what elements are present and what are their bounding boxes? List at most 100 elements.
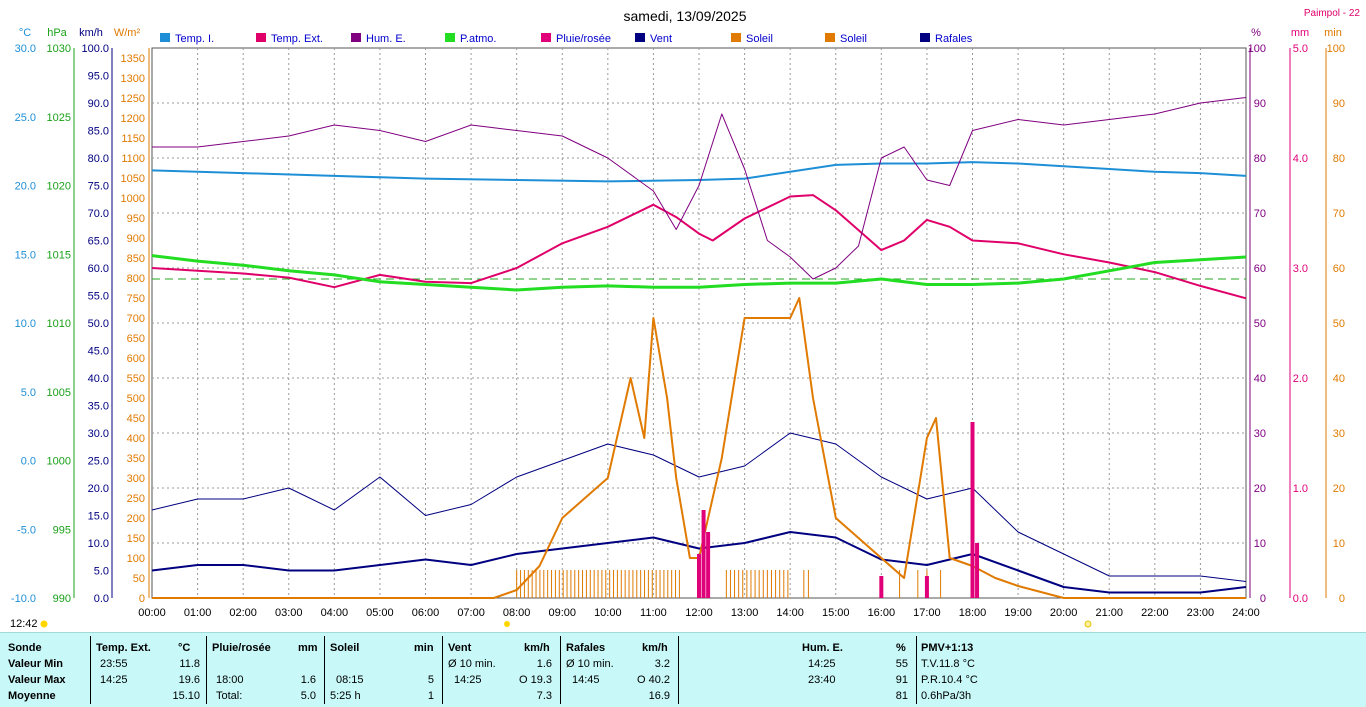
hum-tick-label: 90	[1254, 98, 1266, 110]
temp-tick-label: 15.0	[15, 249, 36, 261]
sunmin-tick-label: 100	[1327, 43, 1345, 55]
press-tick-label: 1015	[47, 249, 71, 261]
wind-max-time: 14:25	[454, 674, 482, 686]
solar-tick-label: 800	[127, 273, 145, 285]
hum-e-line	[152, 97, 1247, 280]
rain-bar	[970, 422, 975, 598]
wind-tick-label: 85.0	[88, 126, 109, 138]
wind-tick-label: 40.0	[88, 373, 109, 385]
legend-item: Temp. Ext.	[256, 33, 323, 45]
wind-tick-label: 90.0	[88, 98, 109, 110]
pmv-head: PMV+1:13	[921, 642, 974, 654]
axes: 30.025.020.015.010.05.00.0-5.0-10.010301…	[11, 43, 1345, 605]
gust-head: Rafales	[566, 642, 606, 654]
hum-axis-unit: %	[1251, 27, 1261, 39]
solar-axis-unit: W/m²	[114, 27, 141, 39]
legend-swatch	[920, 33, 930, 42]
press-tick-label: 1000	[47, 456, 71, 468]
temp-tick-label: 5.0	[21, 387, 36, 399]
wind-tick-label: 55.0	[88, 291, 109, 303]
sunset-icon	[1084, 620, 1092, 628]
sun-max-time: 08:15	[336, 674, 364, 686]
temp-tick-label: 25.0	[15, 112, 36, 124]
sun-column: Soleil min 08:15 5 5:25 h 1	[324, 633, 442, 707]
wind-tick-label: 75.0	[88, 181, 109, 193]
hum-tick-label: 50	[1254, 318, 1266, 330]
solar-tick-label: 250	[127, 493, 145, 505]
legend-label: Soleil	[840, 33, 867, 45]
legend-swatch	[731, 33, 741, 42]
weather-chart: samedi, 13/09/2025 Paimpol - 22 °C hPa k…	[10, 8, 1360, 630]
hum-tick-label: 30	[1254, 428, 1266, 440]
rain-bar	[879, 576, 884, 598]
legend-label: P.atmo.	[460, 33, 497, 45]
hum-tick-label: 100	[1248, 43, 1266, 55]
current-time: 12:42	[10, 618, 38, 630]
rain-total-label: Total:	[216, 690, 243, 702]
legend-item: P.atmo.	[445, 33, 497, 45]
solar-tick-label: 900	[127, 233, 145, 245]
temp-avg-value: 15.10	[172, 690, 200, 702]
gust-min-label: Ø 10 min.	[566, 658, 614, 670]
wind-tick-label: 5.0	[94, 566, 109, 578]
solar-tick-label: 200	[127, 513, 145, 525]
rain-total-value: 5.0	[300, 690, 316, 702]
hum-tick-label: 60	[1254, 263, 1266, 275]
x-tick-label: 17:00	[913, 607, 941, 619]
rain-max-time: 18:00	[216, 674, 244, 686]
label-max: Valeur Max	[8, 674, 66, 686]
legend-label: Soleil	[746, 33, 773, 45]
temp-min-time: 23:55	[100, 658, 128, 670]
legend-item: Soleil	[731, 33, 773, 45]
legend-label: Temp. I.	[175, 33, 214, 45]
rain-column: Pluie/rosée mm 18:00 1.6 Total: 5.0	[206, 633, 324, 707]
x-tick-label: 18:00	[959, 607, 987, 619]
pmv-column: PMV+1:13 T.V.11.8 °C P.R.10.4 °C 0.6hPa/…	[916, 633, 1116, 707]
temp-tick-label: 10.0	[15, 318, 36, 330]
solar-tick-label: 1100	[121, 153, 145, 165]
solar-tick-label: 1000	[121, 193, 145, 205]
wind-tick-label: 60.0	[88, 263, 109, 275]
x-tick-label: 22:00	[1141, 607, 1169, 619]
plot-area	[151, 97, 1247, 599]
x-tick-label: 06:00	[412, 607, 440, 619]
x-tick-label: 09:00	[548, 607, 576, 619]
legend-label: Rafales	[935, 33, 973, 45]
legend-label: Pluie/rosée	[556, 33, 611, 45]
wind-tick-label: 100.0	[81, 43, 109, 55]
rain-tick-label: 5.0	[1293, 43, 1308, 55]
x-tick-label: 12:00	[685, 607, 713, 619]
solar-tick-label: 950	[127, 213, 145, 225]
solar-tick-label: 750	[127, 293, 145, 305]
legend-swatch	[256, 33, 266, 42]
rafales-line	[151, 432, 1247, 582]
solar-tick-label: 300	[127, 473, 145, 485]
solar-tick-label: 1350	[121, 53, 145, 65]
sun-avg-value: 1	[427, 690, 434, 702]
vent-line	[151, 531, 1247, 594]
temp-tick-label: 0.0	[21, 456, 36, 468]
soleil-line	[152, 297, 1246, 599]
sunmin-tick-label: 40	[1333, 373, 1345, 385]
wind-unit: km/h	[524, 642, 550, 654]
wind-tick-label: 70.0	[88, 208, 109, 220]
temp-max-time: 14:25	[100, 674, 128, 686]
rain-unit: mm	[298, 642, 318, 654]
rain-tick-label: 2.0	[1293, 373, 1308, 385]
legend-item: Soleil	[825, 33, 867, 45]
hum-tick-label: 20	[1254, 483, 1266, 495]
wind-tick-label: 0.0	[94, 593, 109, 605]
wind-tick-label: 15.0	[88, 511, 109, 523]
legend-label: Temp. Ext.	[271, 33, 323, 45]
sunmin-tick-label: 80	[1333, 153, 1345, 165]
hum-max-time: 23:40	[808, 674, 836, 686]
hum-min-value: 55	[895, 658, 908, 670]
p-atmo-line	[151, 254, 1247, 292]
temp-i-line	[151, 161, 1247, 183]
legend-swatch	[160, 33, 170, 42]
rain-bar	[924, 576, 929, 598]
press-tick-label: 1025	[47, 112, 71, 124]
x-tick-label: 23:00	[1187, 607, 1215, 619]
sunmin-tick-label: 50	[1333, 318, 1345, 330]
temp-ext-line	[151, 194, 1247, 300]
